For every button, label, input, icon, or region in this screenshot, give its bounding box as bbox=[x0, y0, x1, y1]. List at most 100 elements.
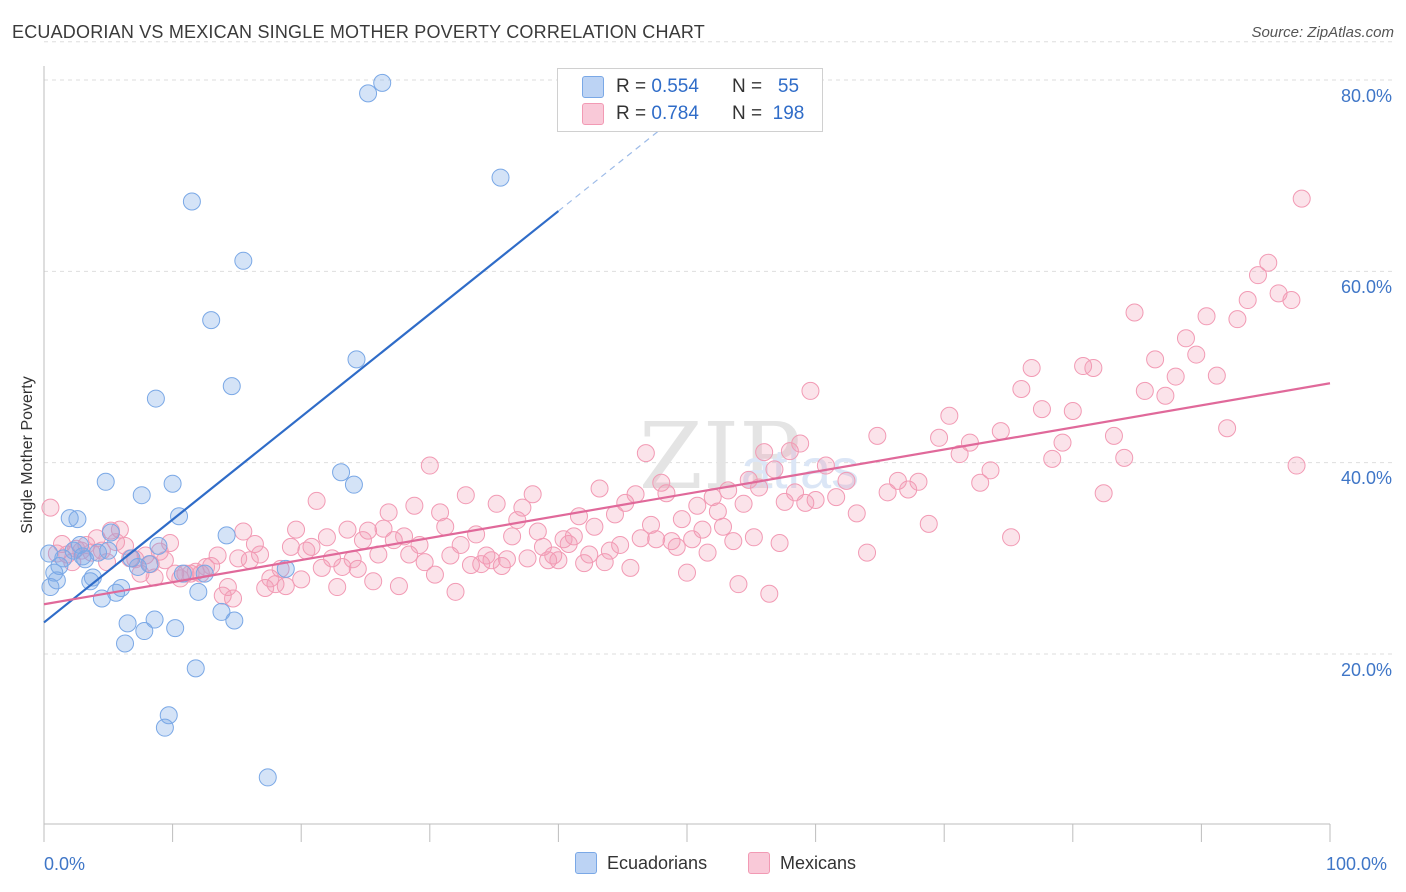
mexicans-point-40 bbox=[245, 534, 264, 553]
ecuadorians-point-32 bbox=[163, 474, 182, 493]
mexicans-point-47 bbox=[281, 537, 300, 556]
mexicans-point-192 bbox=[1248, 266, 1267, 285]
y-tick-label-20: 20.0% bbox=[1340, 660, 1392, 680]
mexicans-point-197 bbox=[1292, 189, 1311, 208]
mexicans-point-104 bbox=[575, 554, 594, 573]
mexicans-point-80 bbox=[451, 535, 470, 554]
mexicans-point-172 bbox=[1043, 449, 1062, 468]
mexicans-point-98 bbox=[544, 546, 563, 565]
series-label-ecuadorians: Ecuadorians bbox=[607, 852, 708, 873]
mexicans-point-161 bbox=[930, 428, 949, 447]
mexicans-point-84 bbox=[472, 555, 491, 574]
ecuadorians-point-33 bbox=[166, 619, 185, 638]
mexicans-point-57 bbox=[333, 557, 352, 576]
ecuadorians-point-5 bbox=[54, 549, 73, 568]
mexicans-point-94 bbox=[523, 485, 542, 504]
mexicans-point-185 bbox=[1176, 329, 1195, 348]
mexicans-point-181 bbox=[1135, 381, 1154, 400]
mexicans-point-37 bbox=[229, 549, 248, 568]
mexicans-point-52 bbox=[307, 491, 326, 510]
ecuadorians-point-46 bbox=[258, 768, 277, 787]
legend-row-ecuadorians: R = 0.554 N = 55 bbox=[582, 75, 799, 99]
legend-r-label: R = bbox=[616, 103, 647, 124]
ecuadorians-point-24 bbox=[132, 486, 151, 505]
ecuadorians-point-49 bbox=[344, 475, 363, 494]
mexicans-point-87 bbox=[487, 494, 506, 513]
mexicans-point-68 bbox=[389, 577, 408, 596]
mexicans-point-95 bbox=[528, 522, 547, 541]
mexicans-point-126 bbox=[688, 496, 707, 515]
mexicans-point-187 bbox=[1197, 307, 1216, 326]
mexicans-point-163 bbox=[950, 445, 969, 464]
mexicans-point-66 bbox=[379, 503, 398, 522]
mexicans-point-159 bbox=[909, 472, 928, 491]
mexicans-point-24 bbox=[161, 534, 180, 553]
ecuadorians-point-44 bbox=[225, 611, 244, 630]
mexicans-point-51 bbox=[302, 537, 321, 556]
ecuadorians-point-21 bbox=[118, 614, 137, 633]
ecuadorians-point-17 bbox=[101, 523, 120, 542]
ecuadorians-point-25 bbox=[135, 622, 154, 641]
ecuadorians-point-28 bbox=[146, 389, 165, 408]
mexicans-point-166 bbox=[981, 461, 1000, 480]
legend-r-value-mexicans: 0.784 bbox=[651, 103, 699, 124]
mexicans-point-97 bbox=[539, 551, 558, 570]
x-tick-label-0: 0.0% bbox=[44, 854, 86, 874]
ecuadorians-point-3 bbox=[47, 571, 66, 590]
mexicans-point-146 bbox=[791, 434, 810, 453]
mexicans-point-113 bbox=[621, 558, 640, 577]
mexicans-point-38 bbox=[234, 522, 253, 541]
mexicans-point-148 bbox=[801, 381, 820, 400]
mexicans-point-154 bbox=[858, 543, 877, 562]
mexicans-point-165 bbox=[971, 473, 990, 492]
ecuadorians-point-31 bbox=[159, 706, 178, 725]
y-tick-label-40: 40.0% bbox=[1340, 468, 1392, 488]
legend-swatch-ecuadorians bbox=[582, 76, 604, 98]
mexicans-point-74 bbox=[420, 456, 439, 475]
mexicans-point-114 bbox=[626, 485, 645, 504]
mexicans-point-79 bbox=[446, 582, 465, 601]
mexicans-point-48 bbox=[287, 520, 306, 539]
mexicans-point-58 bbox=[338, 520, 357, 539]
mexicans-point-62 bbox=[359, 521, 378, 540]
y-tick-label-80: 80.0% bbox=[1340, 86, 1392, 106]
mexicans-point-102 bbox=[564, 527, 583, 546]
ecuadorians-point-26 bbox=[140, 555, 159, 574]
mexicans-point-73 bbox=[415, 553, 434, 572]
mexicans-point-107 bbox=[590, 479, 609, 498]
mexicans-point-33 bbox=[208, 546, 227, 565]
ecuadorians-point-43 bbox=[222, 377, 241, 396]
ecuadorians-point-16 bbox=[99, 541, 118, 560]
ecuadorians-point-41 bbox=[212, 602, 231, 621]
mexicans-point-127 bbox=[693, 520, 712, 539]
mexicans-point-139 bbox=[755, 443, 774, 462]
mexicans-point-184 bbox=[1166, 367, 1185, 386]
mexicans-point-65 bbox=[374, 519, 393, 538]
mexicans-point-171 bbox=[1032, 400, 1051, 419]
ecuadorians-point-53 bbox=[491, 168, 510, 187]
mexicans-point-195 bbox=[1282, 291, 1301, 310]
ecuadorians-point-51 bbox=[359, 84, 378, 103]
mexicans-point-100 bbox=[554, 530, 573, 549]
mexicans-point-151 bbox=[827, 488, 846, 507]
mexicans-point-173 bbox=[1053, 433, 1072, 452]
x-tick-label-100: 100.0% bbox=[1326, 854, 1388, 874]
ecuadorians-point-8 bbox=[68, 510, 87, 529]
mexicans-point-93 bbox=[518, 549, 537, 568]
mexicans-point-123 bbox=[672, 510, 691, 529]
mexicans-point-164 bbox=[960, 433, 979, 452]
mexicans-point-155 bbox=[868, 426, 887, 445]
mexicans-point-115 bbox=[631, 529, 650, 548]
ecuadorians-point-47 bbox=[276, 559, 295, 578]
mexicans-point-135 bbox=[734, 494, 753, 513]
mexicans-point-196 bbox=[1287, 456, 1306, 475]
mexicans-point-191 bbox=[1238, 291, 1257, 310]
mexicans-point-99 bbox=[549, 551, 568, 570]
mexicans-point-49 bbox=[292, 570, 311, 589]
series-swatch-ecuadorians bbox=[575, 852, 597, 874]
series-label-mexicans: Mexicans bbox=[780, 852, 857, 873]
mexicans-point-117 bbox=[641, 515, 660, 534]
ecuadorians-point-38 bbox=[189, 582, 208, 601]
mexicans-point-41 bbox=[251, 545, 270, 564]
mexicans-point-180 bbox=[1125, 303, 1144, 322]
